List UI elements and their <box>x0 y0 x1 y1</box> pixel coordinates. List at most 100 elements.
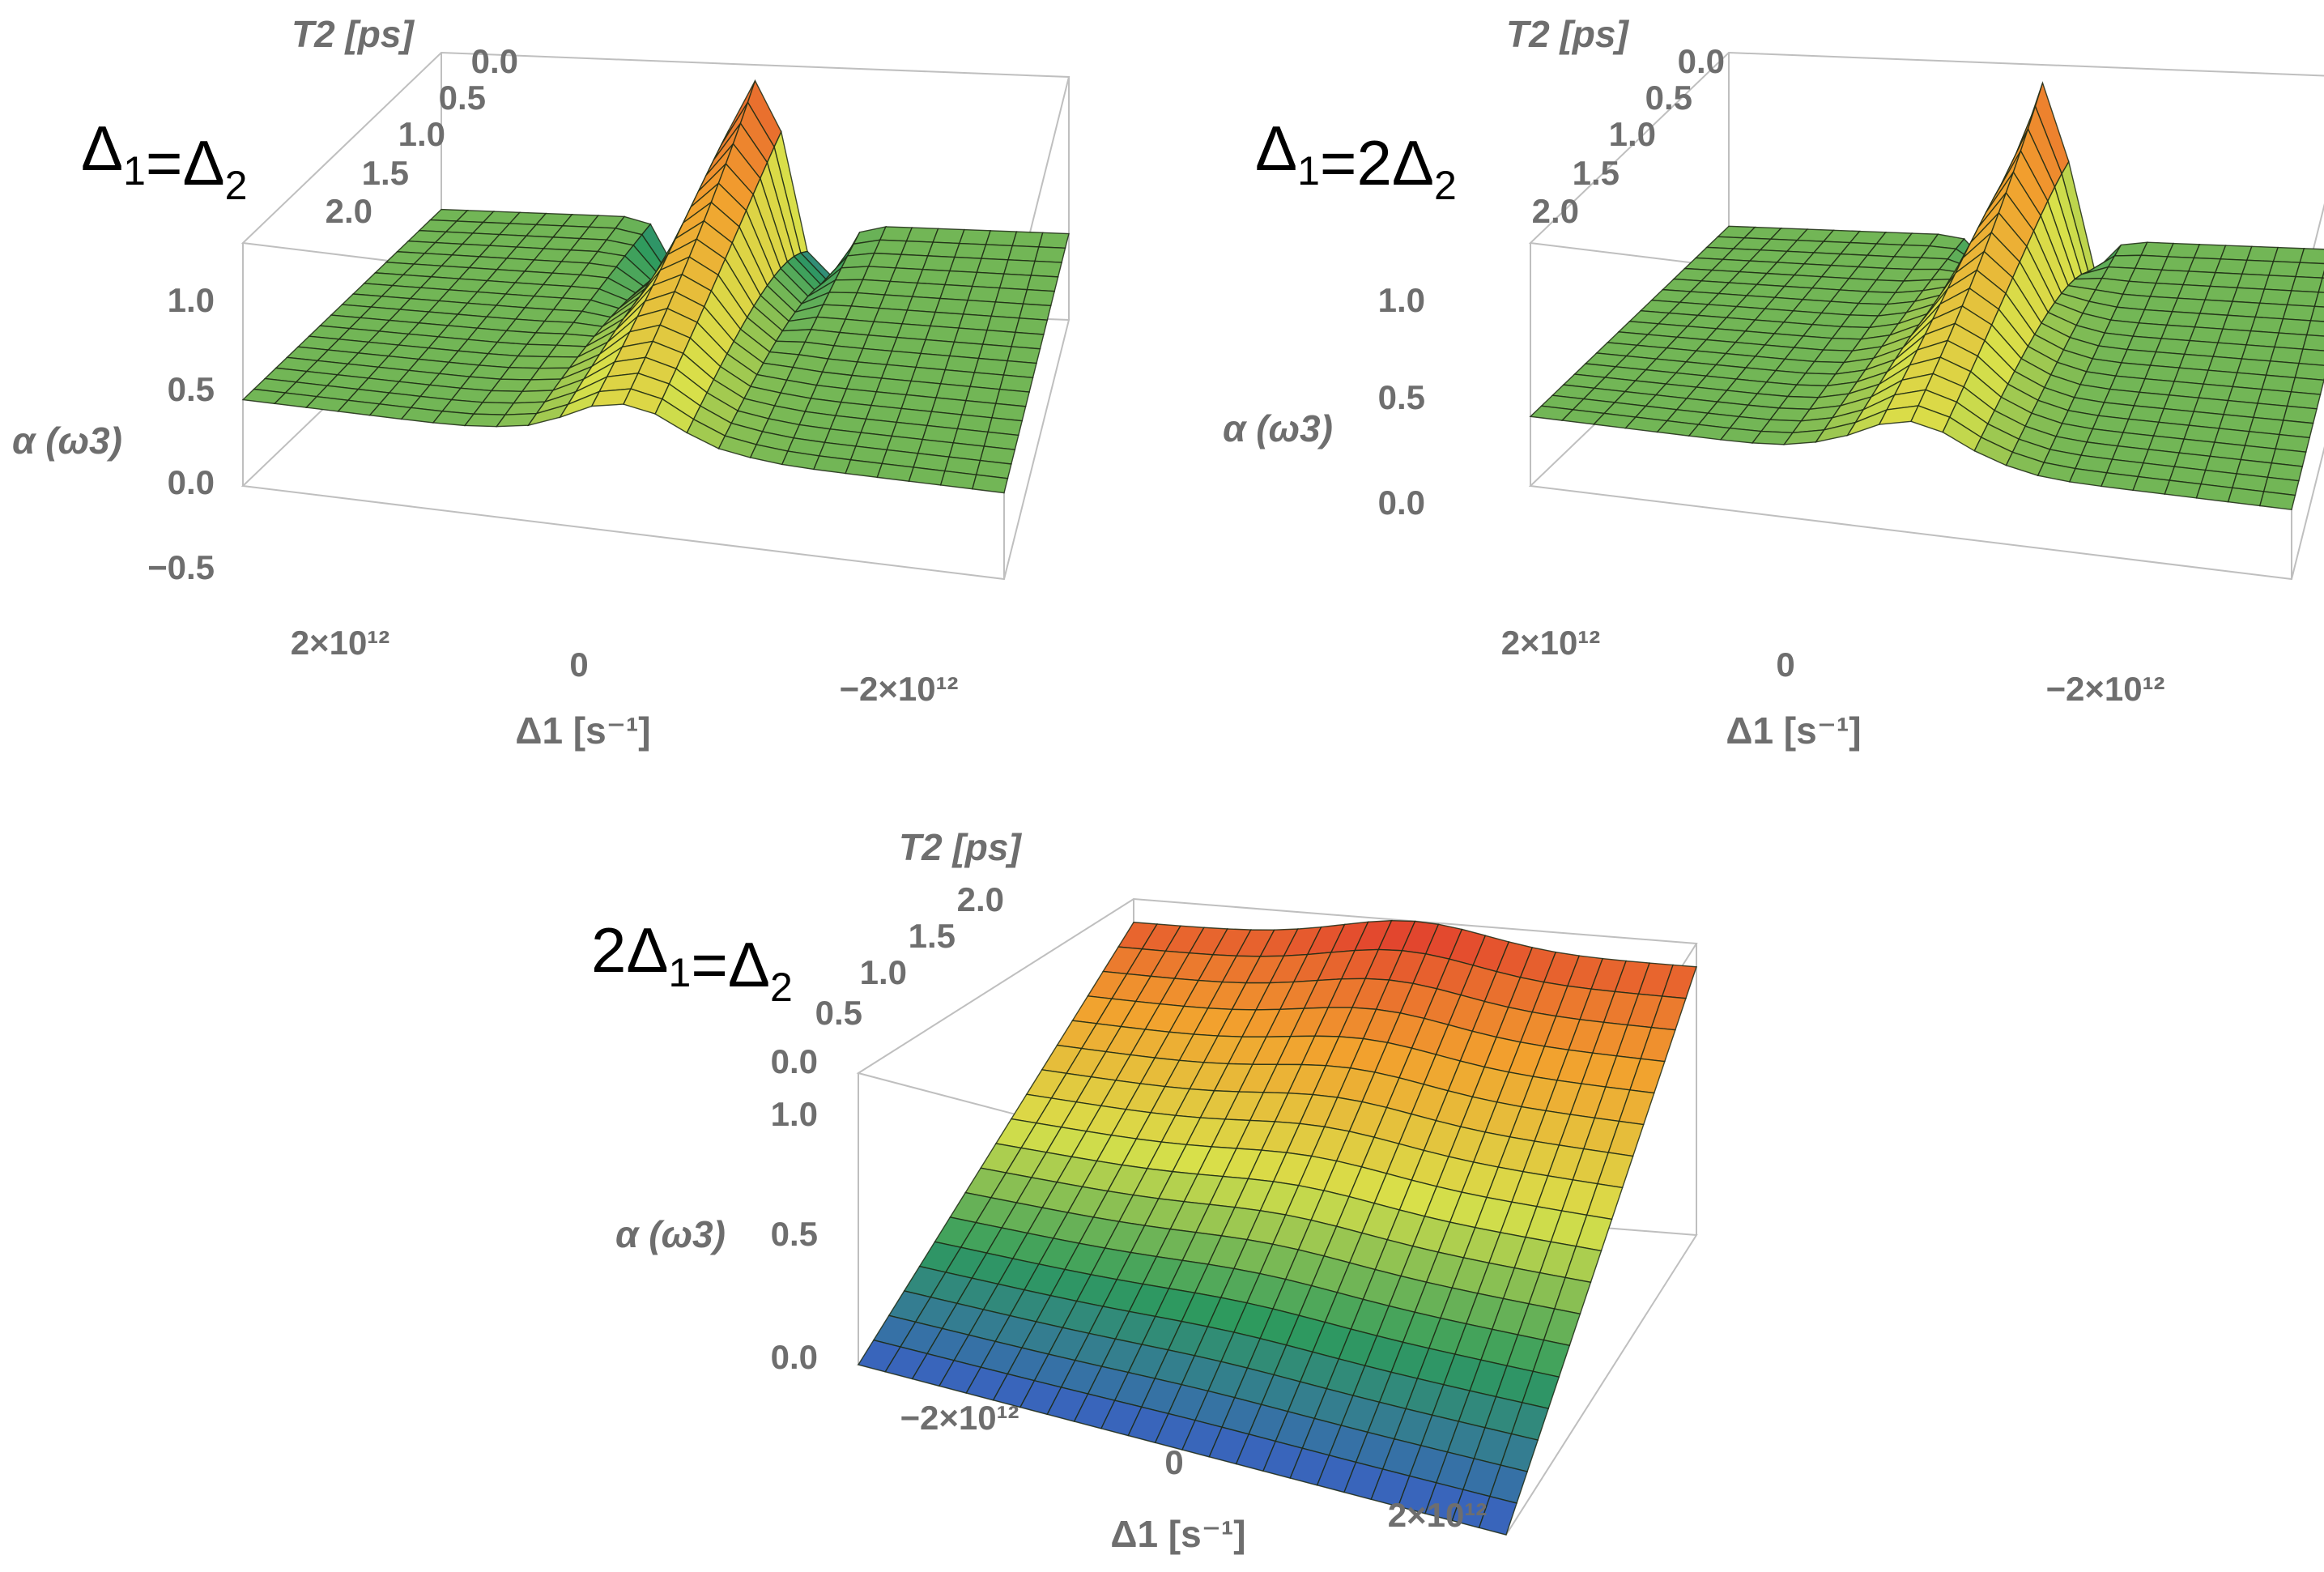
panel-delta1-equals-2delta2: Δ1=2Δ21.00.50.00.00.51.01.52.02×10¹²0−2×… <box>1223 13 2324 752</box>
surface-patch <box>2290 275 2323 293</box>
y-tick-label: 1.0 <box>1609 115 1656 153</box>
z-axis-label: α (ω3) <box>615 1213 726 1255</box>
y-tick-label: 1.5 <box>1573 154 1620 192</box>
title-text: Δ <box>1255 113 1297 184</box>
z-axis-label: α (ω3) <box>1223 407 1333 449</box>
surface-patch <box>2227 300 2261 318</box>
z-tick-label: −0.5 <box>147 548 215 586</box>
y-tick-label: 0.5 <box>1645 79 1692 117</box>
surface-patch <box>2227 487 2265 507</box>
surface-patch <box>2282 304 2316 322</box>
surface-patch <box>2132 475 2171 495</box>
z-tick-label: 0.0 <box>1378 484 1425 522</box>
surface-patch <box>845 458 883 479</box>
surface-patch <box>2160 324 2196 342</box>
surface-patch <box>948 256 982 274</box>
z-tick-label: 1.0 <box>1378 281 1425 319</box>
surface-patch <box>2198 299 2233 316</box>
surface-patch <box>1022 288 1056 307</box>
y-tick-label: 2.0 <box>1532 192 1579 230</box>
z-axis-label: α (ω3) <box>12 420 122 462</box>
surface-patch <box>994 287 1028 305</box>
panel-title: 2Δ1=Δ2 <box>591 914 793 1010</box>
surface-patch <box>908 466 946 486</box>
x-tick-label: −2×10¹² <box>2045 670 2164 708</box>
panel-2delta1-equals-delta2: 2Δ1=Δ21.00.50.00.00.51.01.52.0−2×10¹²02×… <box>591 826 1698 1555</box>
title-subscript: 1 <box>123 148 146 194</box>
surface-patch <box>2220 245 2253 261</box>
x-axis-label: Δ1 [s⁻¹] <box>515 709 650 752</box>
x-tick-label: 2×10¹² <box>291 624 390 662</box>
surface-patch <box>922 255 956 272</box>
z-tick-label: 0.0 <box>168 463 215 501</box>
surface-patch <box>2101 472 2139 492</box>
title-text: =2Δ <box>1320 127 1434 198</box>
surface-patch <box>2258 288 2292 306</box>
z-tick-label: 0.0 <box>771 1338 818 1376</box>
title-text: Δ <box>81 113 123 184</box>
y-tick-label: 1.0 <box>398 115 445 153</box>
y-tick-label: 1.5 <box>362 154 409 192</box>
y-axis-label: T2 [ps] <box>899 826 1022 868</box>
surface-patch <box>2217 328 2252 346</box>
title-subscript: 2 <box>1434 163 1457 208</box>
surface-patch <box>985 230 1018 247</box>
x-axis-label: Δ1 [s⁻¹] <box>1726 709 1861 752</box>
surface-patch <box>980 244 1014 261</box>
surface-patch <box>2254 302 2288 320</box>
x-tick-label: 0 <box>1776 645 1794 684</box>
y-tick-label: 1.5 <box>909 917 956 955</box>
z-tick-label: 0.5 <box>1378 378 1425 416</box>
surface-patch <box>926 241 960 258</box>
z-tick-label: 1.0 <box>771 1095 818 1133</box>
surface-patch <box>911 282 946 300</box>
surface-patch <box>1007 245 1040 262</box>
title-text: =Δ <box>146 127 225 198</box>
surface-patch <box>883 280 919 298</box>
surface-patch <box>1037 232 1070 249</box>
surface-patch <box>2241 259 2275 276</box>
surface-patch <box>939 283 973 301</box>
surface-patch <box>967 285 1001 303</box>
z-tick-label: 0.5 <box>771 1215 818 1253</box>
title-subscript: 1 <box>669 950 692 995</box>
title-text: =Δ <box>691 929 770 1000</box>
title-subscript: 2 <box>225 163 248 208</box>
surface-patch <box>932 228 965 245</box>
surface-patch <box>934 297 969 315</box>
surface-patch <box>2245 330 2280 348</box>
x-tick-label: 0 <box>1164 1443 1183 1481</box>
surface-patch <box>939 470 977 490</box>
surface <box>241 79 1070 494</box>
surface-patch <box>2274 332 2308 350</box>
surface-patch <box>1002 259 1036 276</box>
surface-patch <box>2214 258 2248 275</box>
surface-patch <box>1011 331 1045 350</box>
surface-patch <box>958 228 992 245</box>
surface-patch <box>958 313 993 331</box>
surface-patch <box>998 273 1032 291</box>
y-axis-label: T2 [ps] <box>292 13 415 55</box>
surface-patch <box>953 242 987 259</box>
surface-patch <box>2209 271 2243 288</box>
surface-patch <box>2245 245 2279 262</box>
surface <box>1529 81 2324 511</box>
surface-patch <box>1034 246 1066 263</box>
surface-patch <box>990 301 1024 319</box>
surface <box>857 919 1697 1536</box>
surface-patch <box>1015 317 1049 335</box>
surface-patch <box>1011 231 1044 248</box>
surface-patch <box>930 311 964 329</box>
surface-patch <box>971 271 1005 289</box>
x-tick-label: −2×10¹² <box>900 1399 1019 1437</box>
surface-patch <box>986 315 1020 334</box>
surface-patch <box>1018 303 1052 321</box>
y-tick-label: 2.0 <box>957 880 1004 918</box>
surface-patch <box>2222 314 2257 332</box>
surface-patch <box>1030 260 1062 278</box>
y-tick-label: 0.5 <box>815 994 862 1032</box>
surface-patch <box>917 268 951 286</box>
panel-delta1-equals-delta2: Δ1=Δ21.00.50.0−0.50.00.51.01.52.02×10¹²0… <box>12 13 1070 752</box>
surface-patch <box>943 270 978 288</box>
surface-patch <box>876 462 915 482</box>
